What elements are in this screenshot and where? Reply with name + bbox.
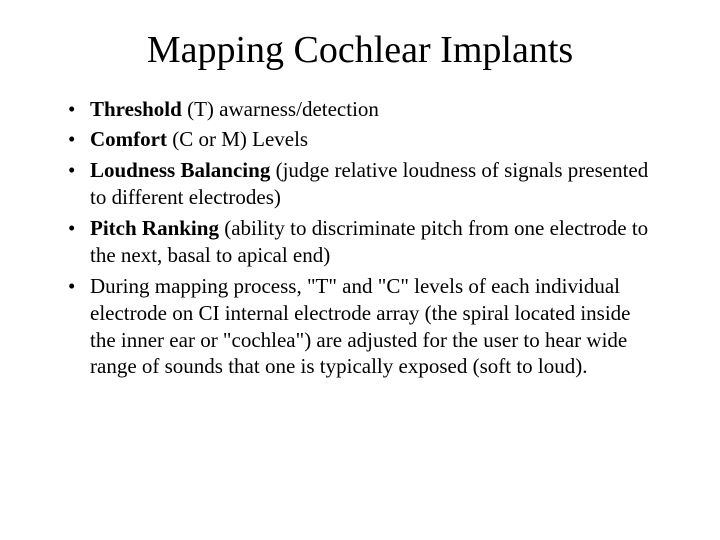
bullet-bold: Threshold: [90, 97, 182, 121]
bullet-list: Threshold (T) awarness/detection Comfort…: [60, 96, 660, 381]
page-title: Mapping Cochlear Implants: [60, 28, 660, 74]
list-item: Threshold (T) awarness/detection: [68, 96, 660, 123]
bullet-text: (T) awarness/detection: [182, 97, 379, 121]
bullet-text: During mapping process, "T" and "C" leve…: [90, 274, 631, 379]
slide: Mapping Cochlear Implants Threshold (T) …: [0, 0, 720, 540]
list-item: Loudness Balancing (judge relative loudn…: [68, 157, 660, 211]
bullet-bold: Comfort: [90, 127, 167, 151]
bullet-bold: Pitch Ranking: [90, 216, 219, 240]
list-item: During mapping process, "T" and "C" leve…: [68, 273, 660, 381]
bullet-bold: Loudness Balancing: [90, 158, 270, 182]
bullet-text: (C or M) Levels: [167, 127, 308, 151]
list-item: Comfort (C or M) Levels: [68, 126, 660, 153]
list-item: Pitch Ranking (ability to discriminate p…: [68, 215, 660, 269]
